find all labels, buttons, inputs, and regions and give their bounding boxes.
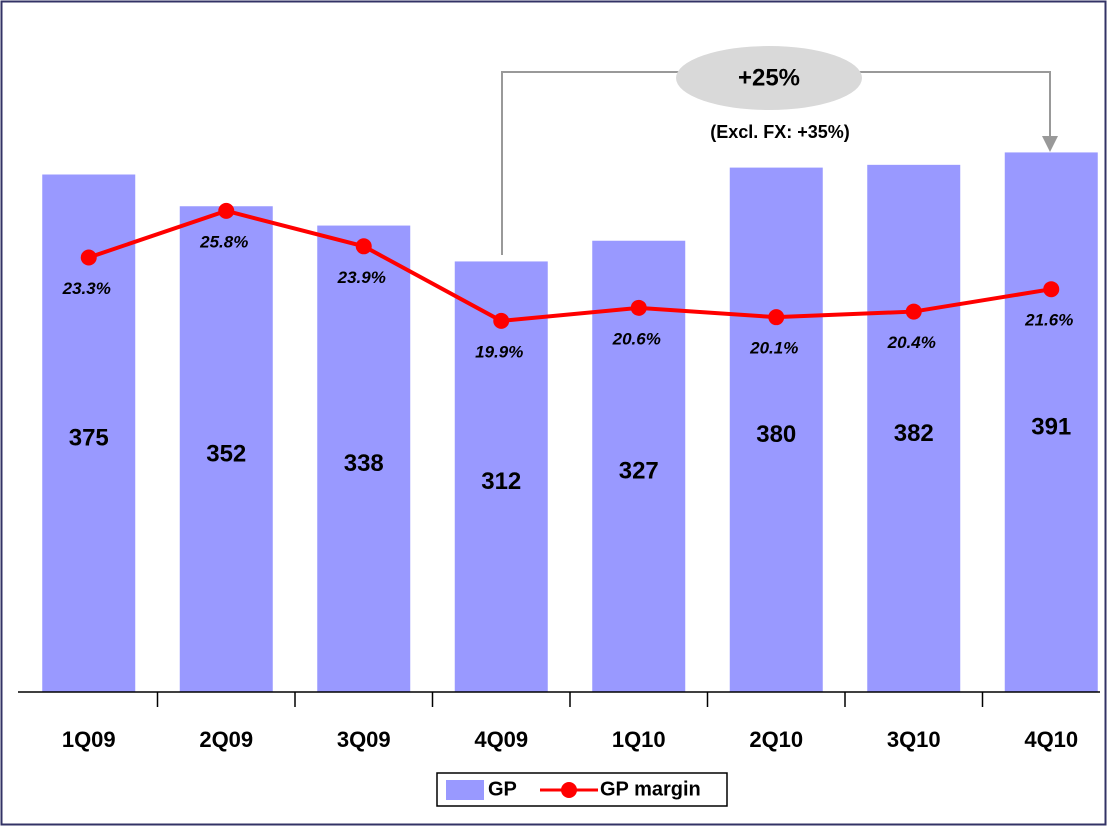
legend-swatch: [561, 782, 577, 798]
bar: [317, 225, 411, 692]
data-label: 19.9%: [475, 342, 523, 361]
x-tick-label: 2Q09: [199, 727, 253, 752]
data-label: 20.6%: [612, 329, 661, 348]
bar: [867, 164, 961, 693]
data-label: 382: [894, 420, 934, 447]
data-label: 327: [619, 458, 659, 485]
marker: [355, 238, 372, 255]
marker: [80, 249, 97, 266]
data-label: 25.8%: [199, 232, 248, 251]
marker: [905, 303, 922, 320]
legend: GP GP margin: [436, 772, 728, 807]
marker: [1043, 281, 1060, 298]
bar: [592, 240, 686, 693]
x-tick-label: 4Q09: [474, 727, 528, 752]
bar: [729, 167, 823, 693]
annotation: +25% (Excl. FX: +35%): [501, 46, 1058, 255]
annotation-text: (Excl. FX: +35%): [710, 122, 850, 142]
data-label: 20.4%: [887, 333, 936, 352]
marker: [493, 312, 510, 329]
x-tick-label: 3Q10: [887, 727, 941, 752]
data-label: 380: [756, 421, 796, 448]
bar: [454, 261, 548, 692]
data-label: 352: [206, 440, 246, 467]
x-tick-label: 2Q10: [749, 727, 803, 752]
data-label: 21.6%: [1024, 311, 1073, 330]
data-label: 23.9%: [337, 268, 386, 287]
marker: [768, 309, 785, 326]
data-label: 391: [1031, 414, 1071, 441]
x-tick-label: 1Q09: [62, 727, 116, 752]
data-label: 23.3%: [62, 279, 111, 298]
legend-label: GP: [488, 778, 517, 800]
marker: [630, 299, 647, 316]
line: [88, 208, 1052, 323]
x-tick-label: 3Q09: [337, 727, 391, 752]
legend-label: GP margin: [600, 778, 701, 800]
marker: [218, 202, 235, 219]
bar: [1004, 152, 1098, 693]
data-label: 375: [69, 425, 109, 452]
legend-swatch: [446, 780, 484, 800]
x-tick-label: 1Q10: [612, 727, 666, 752]
data-label: 312: [481, 468, 521, 495]
x-tick-label: 4Q10: [1024, 727, 1078, 752]
annotation-bubble: [676, 46, 862, 110]
arrow-head: [1042, 136, 1058, 152]
data-label: 338: [344, 450, 384, 477]
annotation-text: +25%: [738, 64, 800, 91]
data-label: 20.1%: [749, 339, 798, 358]
bar: [179, 206, 273, 693]
